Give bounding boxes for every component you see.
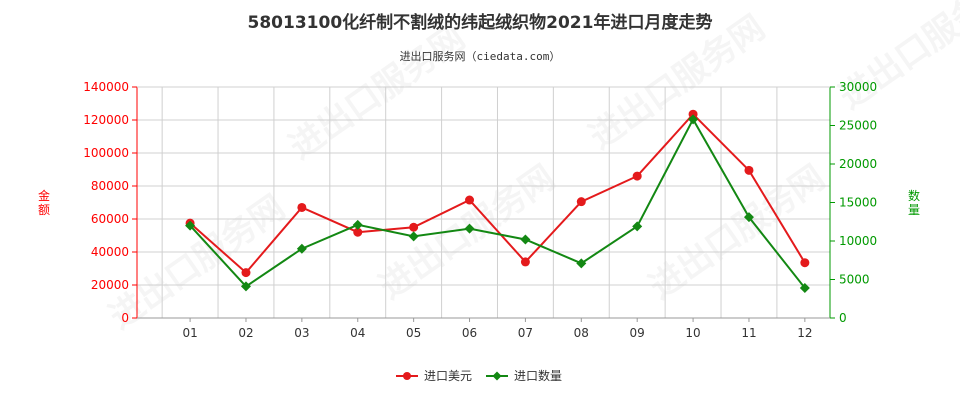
chart-subtitle: 进出口服务网（ciedata.com） <box>399 50 561 63</box>
series-point-1 <box>241 268 251 278</box>
watermark-text: 进出口服务网 <box>832 0 960 117</box>
legend-marker-2 <box>492 371 502 381</box>
series-point-1 <box>688 109 698 119</box>
x-tick-label: 10 <box>685 326 700 340</box>
series-point-2 <box>464 223 475 234</box>
series-point-1 <box>744 165 754 175</box>
x-tick-label: 02 <box>238 326 253 340</box>
right-tick-label: 15000 <box>839 196 877 210</box>
left-tick-label: 60000 <box>91 212 129 226</box>
series-point-2 <box>799 282 810 293</box>
series-point-1 <box>353 227 363 237</box>
right-tick-label: 20000 <box>839 157 877 171</box>
x-tick-label: 09 <box>630 326 645 340</box>
watermark-text: 进出口服务网 <box>282 18 472 168</box>
series-point-1 <box>576 197 586 207</box>
series-point-2 <box>520 234 531 245</box>
x-tick-label: 08 <box>574 326 589 340</box>
series-line-2 <box>189 117 806 289</box>
series-point-2 <box>185 220 196 231</box>
series-point-1 <box>632 171 642 181</box>
watermark-text: 进出口服务网 <box>582 8 772 158</box>
series-point-1 <box>297 202 307 212</box>
left-tick-label: 100000 <box>83 146 129 160</box>
x-tick-label: 05 <box>406 326 421 340</box>
watermark-text: 进出口服务网 <box>102 188 292 338</box>
left-tick-label: 140000 <box>83 80 129 94</box>
legend-marker-1 <box>403 372 411 380</box>
right-tick-label: 0 <box>839 311 847 325</box>
series-point-1 <box>465 195 475 205</box>
right-tick-label: 25000 <box>839 119 877 133</box>
x-tick-label: 04 <box>350 326 365 340</box>
series-point-2 <box>688 114 699 125</box>
series-line-1 <box>189 112 806 275</box>
right-axis-title: 数量 <box>908 188 920 217</box>
left-axis-title: 金额 <box>38 188 50 217</box>
series-point-1 <box>800 258 810 268</box>
chart-title: 58013100化纤制不割绒的纬起绒织物2021年进口月度走势 <box>247 13 713 33</box>
legend-label-1: 进口美元 <box>424 369 472 383</box>
series-point-2 <box>296 243 307 254</box>
left-tick-label: 120000 <box>83 113 129 127</box>
x-tick-label: 06 <box>462 326 477 340</box>
series-point-2 <box>743 212 754 223</box>
series-point-1 <box>520 257 530 267</box>
left-tick-label: 40000 <box>91 245 129 259</box>
x-tick-label: 12 <box>797 326 812 340</box>
series-point-2 <box>240 281 251 292</box>
right-tick-label: 30000 <box>839 80 877 94</box>
series-point-2 <box>576 258 587 269</box>
series-point-2 <box>408 231 419 242</box>
x-tick-label: 03 <box>294 326 309 340</box>
left-tick-label: 80000 <box>91 179 129 193</box>
left-tick-label: 20000 <box>91 278 129 292</box>
series-point-2 <box>632 221 643 232</box>
left-tick-label: 0 <box>121 311 129 325</box>
right-tick-label: 10000 <box>839 234 877 248</box>
x-tick-label: 01 <box>182 326 197 340</box>
x-tick-label: 07 <box>518 326 533 340</box>
series-point-1 <box>409 222 419 232</box>
series-point-2 <box>352 219 363 230</box>
right-tick-label: 5000 <box>839 273 870 287</box>
legend-label-2: 进口数量 <box>514 368 562 383</box>
x-tick-label: 11 <box>741 326 756 340</box>
